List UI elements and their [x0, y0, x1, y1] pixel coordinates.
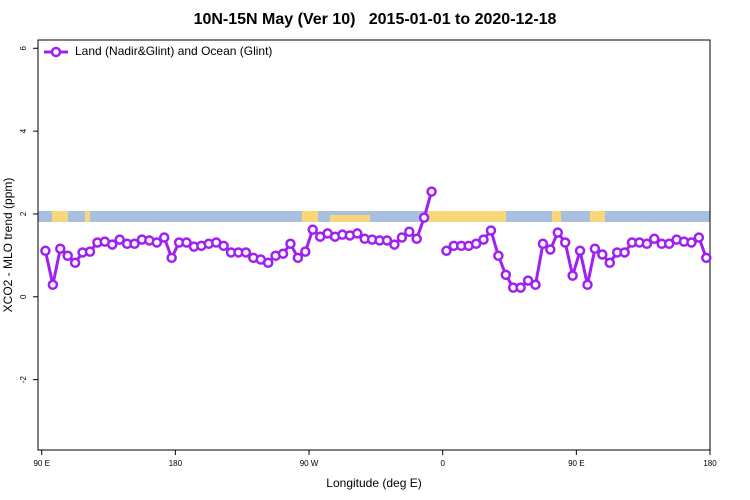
x-axis-label: Longitude (deg E): [326, 476, 421, 490]
chart-title: 10N-15N May (Ver 10) 2015-01-01 to 2020-…: [194, 11, 557, 28]
data-point: [352, 228, 363, 239]
y-tick-label: 4: [19, 128, 28, 133]
data-point: [701, 252, 712, 264]
data-point: [441, 245, 452, 257]
x-tick-label: 180: [703, 459, 717, 468]
x-tick-label: 90 E: [568, 459, 584, 468]
data-point: [641, 238, 653, 250]
data-point: [292, 252, 304, 264]
land-ocean-strip: [38, 211, 710, 222]
data-point: [686, 237, 697, 248]
x-tick-label: 90 E: [33, 459, 49, 468]
data-point: [285, 238, 296, 250]
y-tick-label: 6: [19, 46, 28, 51]
data-point: [597, 249, 608, 260]
data-point: [307, 224, 318, 235]
data-point: [574, 245, 586, 257]
data-point: [426, 186, 437, 197]
data-point: [418, 212, 430, 223]
data-point: [470, 238, 482, 250]
data-point: [485, 225, 497, 236]
data-point: [84, 246, 96, 257]
data-point: [240, 247, 252, 258]
data-point: [151, 237, 163, 248]
data-point: [567, 270, 578, 281]
y-axis-label: XCO2 - MLO trend (ppm): [1, 178, 15, 313]
data-point: [47, 279, 59, 291]
data-point: [589, 243, 601, 254]
data-point: [389, 239, 400, 250]
y-tick-label: 2: [19, 211, 28, 216]
legend-marker: [50, 46, 62, 58]
data-point: [277, 248, 289, 259]
data-point: [411, 233, 422, 245]
data-point: [262, 257, 274, 269]
data-point: [114, 234, 125, 245]
data-point: [129, 238, 140, 250]
data-point: [404, 226, 415, 237]
data-point: [218, 240, 229, 252]
y-tick-label: 0: [19, 294, 28, 299]
data-point: [55, 243, 66, 254]
data-point: [649, 233, 660, 245]
data-point: [500, 269, 512, 281]
data-point: [515, 282, 526, 293]
data-point: [545, 244, 556, 255]
data-point: [559, 237, 571, 248]
data-point: [619, 247, 630, 258]
x-tick-label: 0: [440, 459, 445, 468]
data-point: [107, 239, 118, 250]
data-point: [62, 250, 73, 262]
plot-frame: [37, 39, 711, 451]
x-tick-label: 180: [169, 459, 183, 468]
y-tick-label: -2: [19, 375, 28, 383]
data-point: [478, 234, 489, 245]
data-point: [300, 246, 311, 257]
data-point: [522, 275, 534, 286]
data-point: [158, 232, 170, 243]
data-point: [493, 250, 504, 262]
data-point: [530, 279, 541, 291]
data-point: [181, 237, 192, 248]
data-point: [396, 232, 408, 243]
legend-label: Land (Nadir&Glint) and Ocean (Glint): [75, 44, 272, 58]
data-point: [552, 227, 564, 238]
data-point: [582, 279, 593, 291]
data-point: [693, 232, 705, 243]
data-point: [537, 238, 549, 250]
data-point: [40, 245, 51, 257]
x-tick-label: 90 W: [300, 459, 319, 468]
data-point: [166, 252, 177, 264]
data-point: [69, 257, 81, 269]
data-point: [381, 235, 393, 246]
data-point: [663, 238, 675, 250]
data-point: [604, 257, 616, 269]
